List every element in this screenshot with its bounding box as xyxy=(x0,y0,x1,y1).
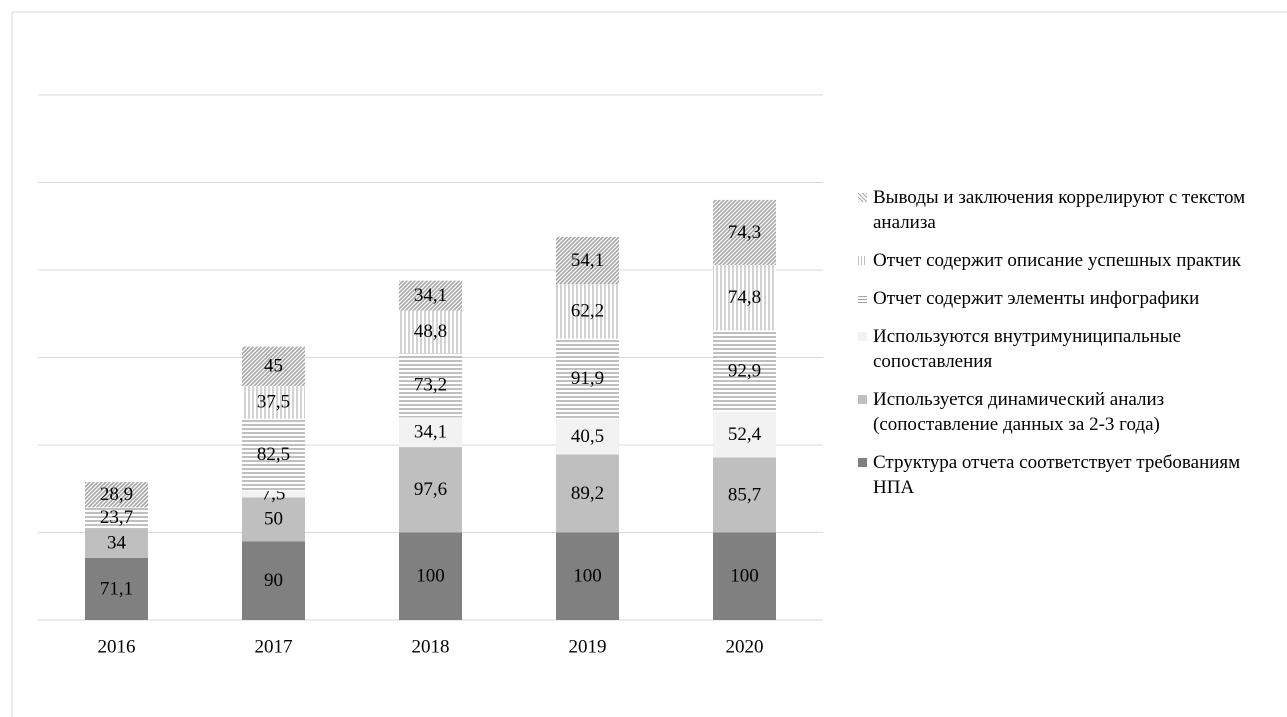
legend-label: Отчет содержит элементы инфографики xyxy=(873,288,1200,309)
data-label: 62,2 xyxy=(571,301,604,322)
bar-segment xyxy=(242,346,305,386)
legend-label: Отчет содержит описание успешных практик xyxy=(873,250,1241,271)
x-tick-label: 2020 xyxy=(726,636,764,657)
bar-segment xyxy=(556,284,619,339)
data-label: 34,1 xyxy=(414,422,447,443)
x-tick-label: 2018 xyxy=(412,636,450,657)
legend-entry: Используется динамический анализ (сопост… xyxy=(858,387,1283,437)
data-label: 34 xyxy=(107,532,127,553)
data-label: 40,5 xyxy=(571,426,604,447)
legend-label: Используются внутримуниципальные сопоста… xyxy=(873,326,1182,372)
legend: Выводы и заключения коррелируют с тексто… xyxy=(858,185,1283,513)
bar-segment xyxy=(242,418,305,491)
data-label: 34,1 xyxy=(414,285,447,306)
data-label: 82,5 xyxy=(257,444,290,465)
bar-segment xyxy=(85,528,148,558)
legend-swatch xyxy=(858,193,867,202)
bar-segment xyxy=(399,447,462,533)
data-label: 54,1 xyxy=(571,250,604,271)
legend-swatch xyxy=(858,332,867,341)
legend-entry: Отчет содержит элементы инфографики xyxy=(858,286,1283,311)
bar-segment xyxy=(713,411,776,458)
legend-swatch xyxy=(858,395,867,404)
bar-segment xyxy=(399,310,462,354)
bar-segment xyxy=(556,454,619,533)
bar-segment xyxy=(399,417,462,448)
data-label: 48,8 xyxy=(414,321,447,342)
bar-segment xyxy=(713,330,776,412)
bar-segment xyxy=(85,557,148,620)
bar-segment xyxy=(85,507,148,529)
bar-segment xyxy=(556,419,619,455)
data-label: 73,2 xyxy=(414,375,447,396)
bar-segment xyxy=(713,199,776,265)
legend-entry: Отчет содержит описание успешных практик xyxy=(858,248,1283,273)
data-label: 37,5 xyxy=(257,392,290,413)
data-label: 89,2 xyxy=(571,483,604,504)
data-label: 100 xyxy=(730,566,759,587)
bar-segment xyxy=(713,532,776,620)
bar-segment xyxy=(242,490,305,498)
data-label: 92,9 xyxy=(728,360,761,381)
data-label: 90 xyxy=(264,570,283,591)
legend-label: Используется динамический анализ (сопост… xyxy=(873,389,1165,435)
bar-segment xyxy=(399,532,462,620)
data-label: 100 xyxy=(416,566,445,587)
legend-entry: Используются внутримуниципальные сопоста… xyxy=(858,324,1283,374)
data-label: 74,8 xyxy=(728,287,761,308)
data-label: 97,6 xyxy=(414,479,447,500)
bar-segment xyxy=(556,236,619,285)
legend-entry: Выводы и заключения коррелируют с тексто… xyxy=(858,185,1283,235)
bar-segment xyxy=(242,541,305,620)
data-label: 52,4 xyxy=(728,424,762,445)
x-tick-label: 2019 xyxy=(569,636,607,657)
data-label: 91,9 xyxy=(571,368,604,389)
data-label: 71,1 xyxy=(100,578,133,599)
bar-segment xyxy=(242,497,305,542)
bar-segment xyxy=(399,353,462,418)
bar-segment xyxy=(713,264,776,331)
data-label: 100 xyxy=(573,566,602,587)
bar-segment xyxy=(713,457,776,533)
x-tick-label: 2016 xyxy=(98,636,136,657)
data-label: 50 xyxy=(264,509,283,530)
data-label: 85,7 xyxy=(728,484,761,505)
bar-segment xyxy=(556,532,619,620)
legend-swatch xyxy=(858,294,867,303)
legend-entry: Структура отчета соответствует требовани… xyxy=(858,450,1283,500)
x-tick-label: 2017 xyxy=(255,636,293,657)
data-label: 45 xyxy=(264,356,283,377)
data-label: 28,9 xyxy=(100,484,133,505)
data-label: 23,7 xyxy=(100,507,133,528)
data-label: 74,3 xyxy=(728,222,761,243)
legend-swatch xyxy=(858,256,867,265)
bar-segment xyxy=(242,385,305,419)
bar-segment xyxy=(556,338,619,420)
bar-segment xyxy=(85,482,148,508)
legend-swatch xyxy=(858,458,867,467)
legend-label: Выводы и заключения коррелируют с тексто… xyxy=(873,187,1246,233)
bar-segment xyxy=(399,280,462,311)
legend-label: Структура отчета соответствует требовани… xyxy=(873,452,1241,498)
